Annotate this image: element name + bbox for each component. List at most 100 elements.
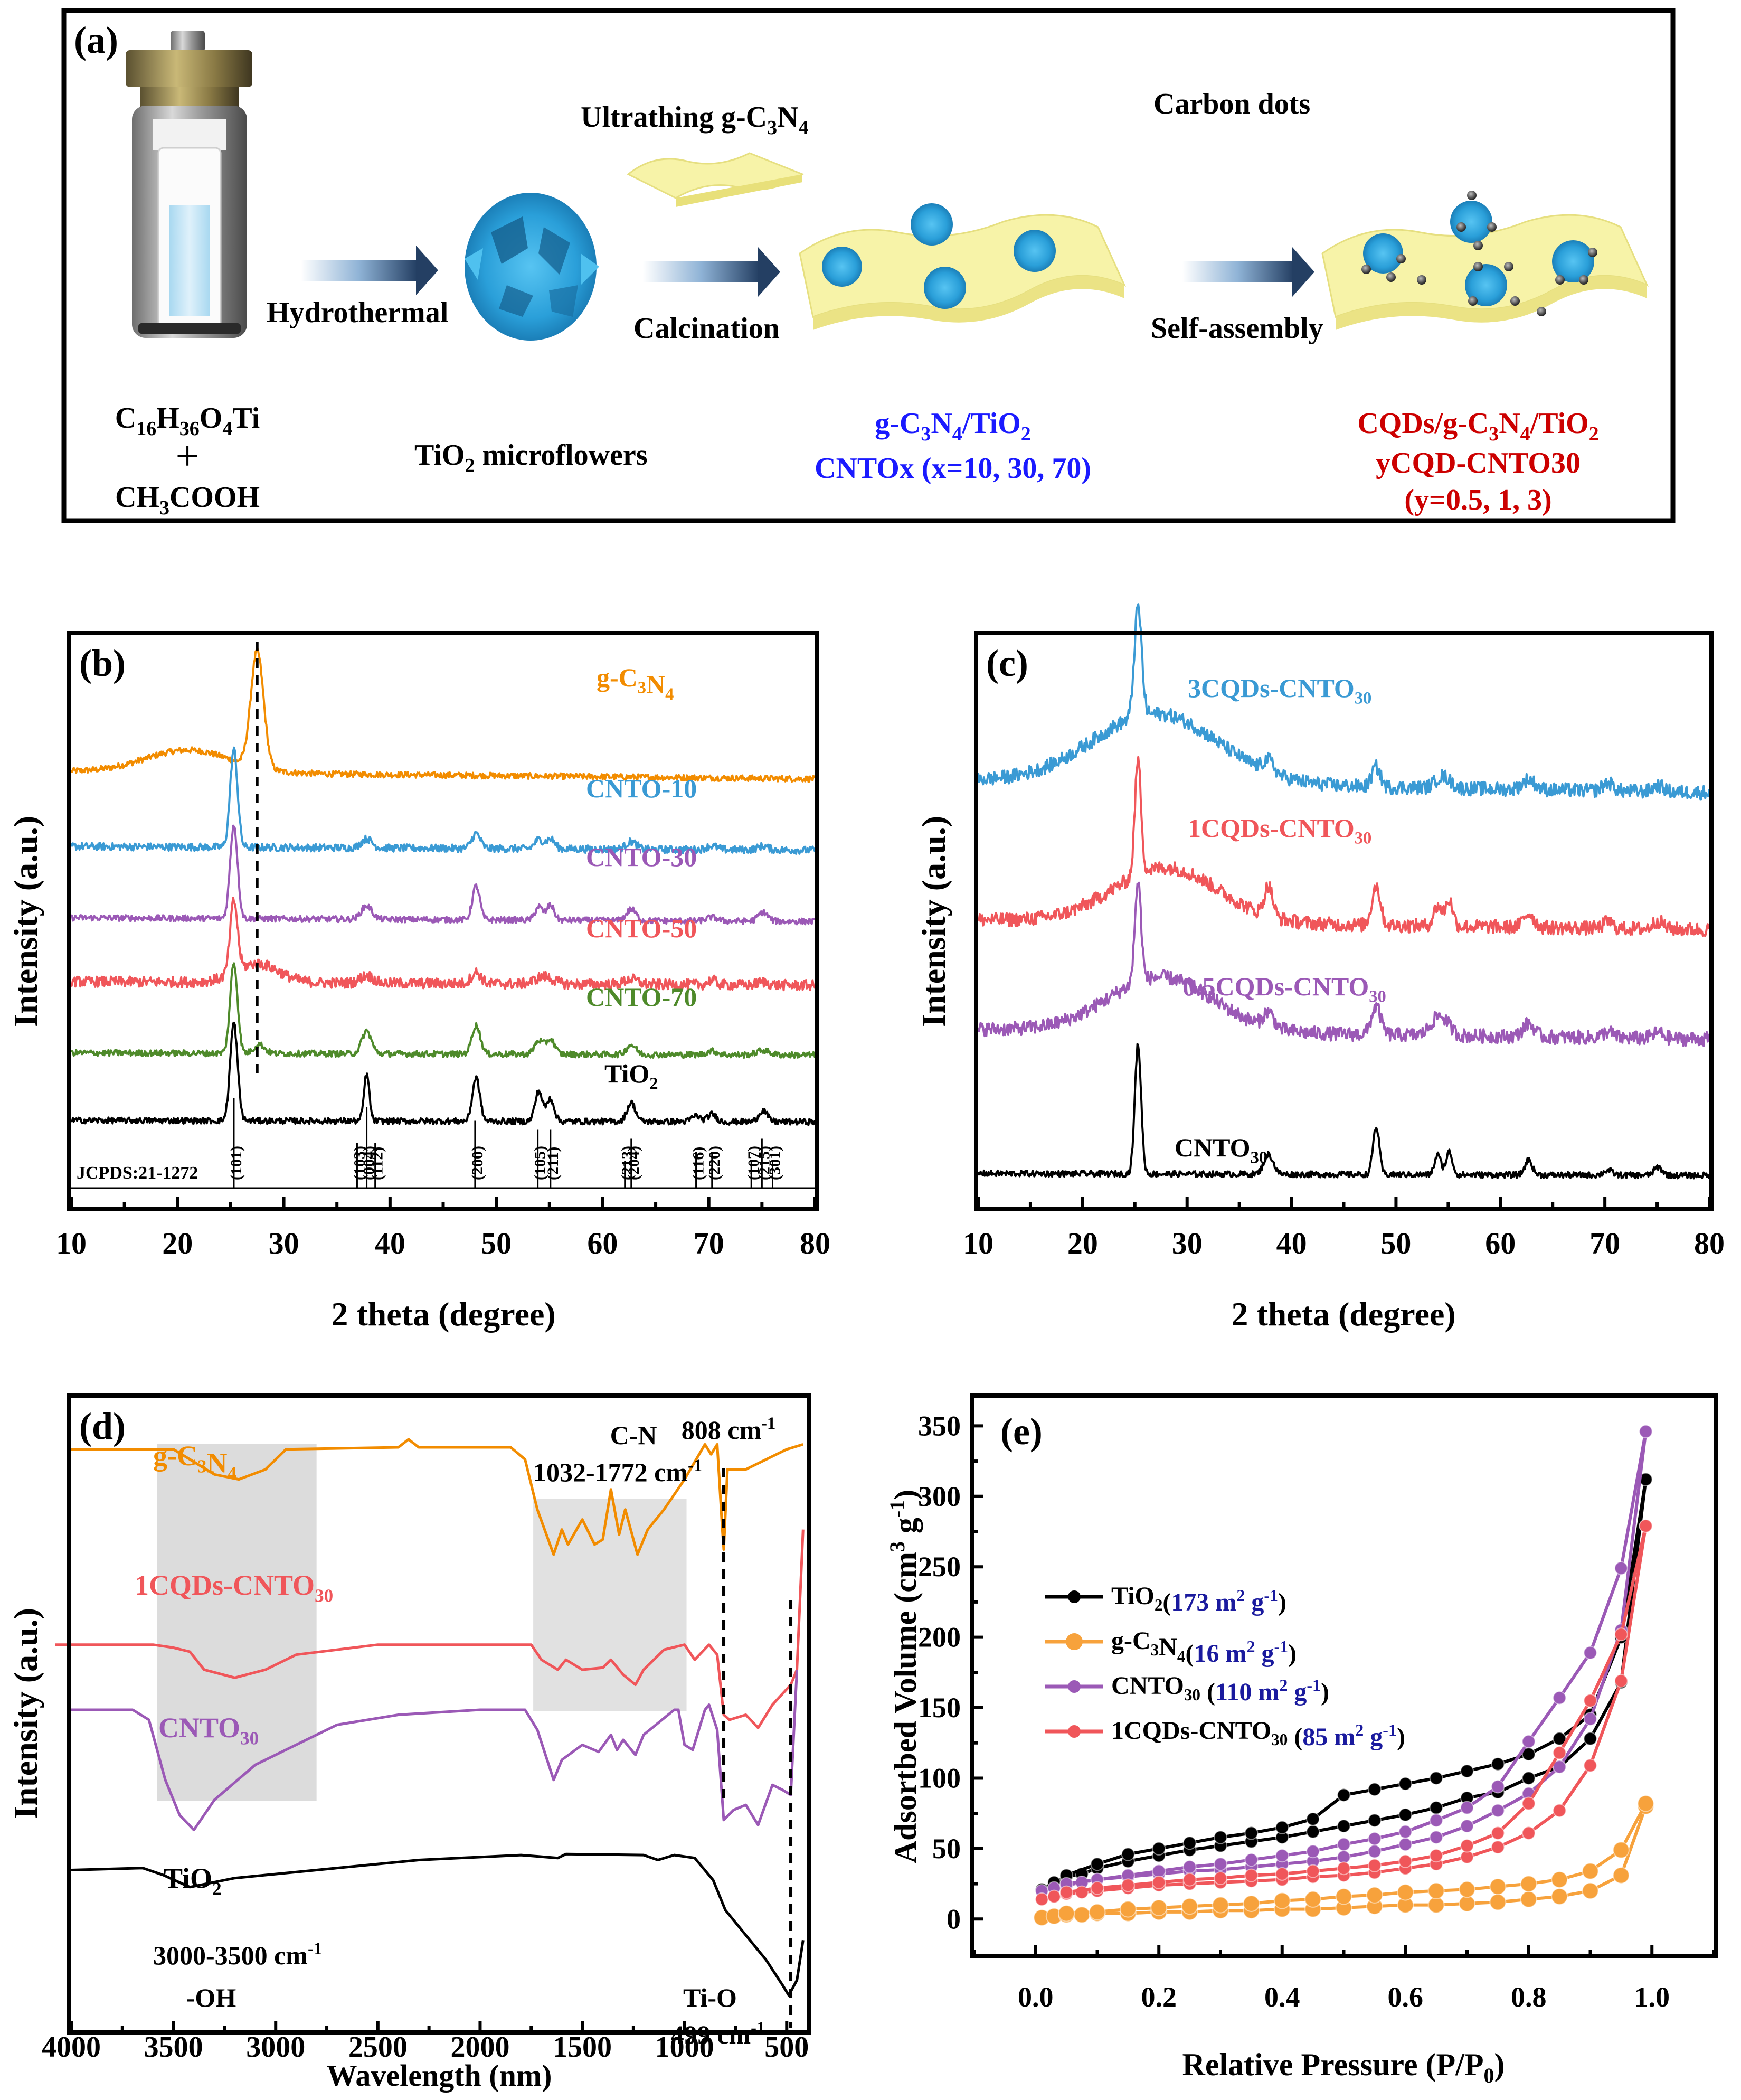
data-point-1cqds-cnto30	[1553, 1803, 1567, 1818]
panel-c-y-axis-title: Intensity (a.u.)	[915, 816, 952, 1027]
panel-b-x-ticks: 10 20 30 40 50 60 70 80	[56, 1197, 830, 1260]
x-tick-label: 70	[1589, 1226, 1620, 1260]
panel-d-x-ticks: 4000 3500 3000 2500 2000 1500 1000 500	[42, 2021, 809, 2064]
panel-e-plot-area	[1033, 1425, 1654, 1926]
data-point-cnto30	[1614, 1561, 1628, 1575]
data-point-tio2	[1337, 1819, 1351, 1833]
data-point-g-c3n4	[1612, 1867, 1630, 1884]
data-point-g-c3n4	[1551, 1888, 1568, 1905]
data-point-tio2	[1275, 1820, 1289, 1834]
panel-b-y-axis-title: Intensity (a.u.)	[7, 816, 44, 1027]
data-point-g-c3n4	[1582, 1882, 1599, 1899]
data-point-tio2	[1367, 1813, 1382, 1828]
sheet-label: Ultrathing g-C3N4	[581, 101, 809, 139]
series-label: 1CQDs-CNTO30	[1188, 813, 1371, 848]
data-point-cnto30	[1429, 1813, 1443, 1828]
data-point-tio2	[1460, 1764, 1474, 1778]
reference-hkl-label: (220)	[706, 1146, 723, 1180]
step-hydrothermal: Hydrothermal	[267, 296, 448, 329]
x-tick-label: 30	[269, 1226, 299, 1260]
data-point-tio2	[1121, 1847, 1135, 1861]
series-line-cnto30	[977, 1043, 1710, 1180]
product-cqds-formula: CQDs/g-C3N4/TiO2	[1357, 407, 1598, 445]
x-tick-label: 3000	[246, 2031, 305, 2064]
series-label: 0.5CQDs-CNTO30	[1182, 972, 1386, 1006]
data-point-1cqds-cnto30	[1121, 1878, 1135, 1892]
y-tick-label: 100	[918, 1762, 961, 1794]
data-point-cnto30	[1398, 1824, 1413, 1839]
data-point-tio2	[1367, 1782, 1382, 1796]
data-point-1cqds-cnto30	[1398, 1854, 1413, 1868]
series-label: CNTO-10	[586, 774, 697, 803]
data-point-1cqds-cnto30	[1460, 1839, 1474, 1853]
data-point-1cqds-cnto30	[1275, 1867, 1289, 1881]
data-point-g-c3n4	[1366, 1886, 1383, 1904]
data-point-g-c3n4	[1150, 1899, 1168, 1916]
data-point-cnto30	[1429, 1830, 1443, 1844]
series-line-cnto-70	[70, 962, 816, 1059]
legend-label: CNTO30 (110 m2 g-1)	[1111, 1672, 1329, 1706]
data-point-g-c3n4	[1089, 1903, 1106, 1920]
data-point-1cqds-cnto30	[1367, 1858, 1382, 1872]
panel-e-axis-ticks: 0 50 100 150 200 250 300 350 0.0 0.2 0.4 0.6 0.8 1.0	[918, 1410, 1715, 2013]
x-tick-label: 0.0	[1018, 1981, 1054, 2013]
legend-marker	[1068, 1680, 1081, 1693]
data-point-cnto30	[1182, 1860, 1197, 1874]
panel-d-shaded-regions	[157, 1444, 687, 1801]
data-point-cnto30	[1275, 1849, 1289, 1863]
data-point-1cqds-cnto30	[1182, 1872, 1197, 1887]
panel-b-xrd-chart: (101) (103)(004)(112) (200) (105)(211) (213)…	[7, 631, 830, 1333]
data-point-cnto30	[1244, 1853, 1259, 1867]
panel-e-x-axis-title: Relative Pressure (P/P0)	[1182, 2047, 1505, 2087]
data-point-tio2	[1429, 1801, 1443, 1815]
data-point-1cqds-cnto30	[1337, 1861, 1351, 1876]
y-tick-label: 50	[932, 1833, 961, 1864]
step-calcination: Calcination	[633, 312, 780, 345]
panel-a-schematic: (a) C16H36O4Ti + CH3COOH Hydrothermal	[61, 8, 1676, 523]
y-tick-label: 200	[918, 1622, 961, 1653]
reference-hkl-label: (103)	[351, 1146, 368, 1180]
panel-c-label: (c)	[986, 642, 1028, 684]
panel-c-frame	[974, 631, 1714, 1211]
x-tick-label: 0.8	[1511, 1981, 1547, 2013]
reference-hkl-label: (105)	[532, 1146, 549, 1180]
data-point-cnto30	[1583, 1712, 1597, 1726]
x-tick-label: 50	[481, 1226, 512, 1260]
panel-d-plot-area	[55, 1438, 805, 2028]
data-point-cnto30	[1521, 1735, 1536, 1749]
data-point-1cqds-cnto30	[1614, 1627, 1628, 1642]
panel-c-x-axis-title: 2 theta (degree)	[1231, 1295, 1455, 1333]
data-point-1cqds-cnto30	[1035, 1892, 1049, 1906]
series-line-tio2	[71, 1852, 805, 1997]
reference-hkl-label: (107)	[745, 1146, 762, 1180]
x-tick-label: 10	[963, 1226, 993, 1260]
data-point-1cqds-cnto30	[1583, 1693, 1597, 1708]
data-point-cnto30	[1491, 1779, 1505, 1794]
data-point-1cqds-cnto30	[1491, 1840, 1505, 1854]
series-label: TiO2	[604, 1059, 658, 1094]
x-tick-label: 40	[375, 1226, 405, 1260]
x-tick-label: 60	[1485, 1226, 1516, 1260]
carbon-dots-label: Carbon dots	[1153, 88, 1310, 120]
data-point-tio2	[1491, 1757, 1505, 1771]
series-label-1cqds-cntno30: 1CQDs-CNTO30	[135, 1569, 333, 1606]
data-point-cnto30	[1460, 1819, 1474, 1833]
data-point-1cqds-cnto30	[1429, 1849, 1443, 1863]
x-tick-label: 3500	[144, 2031, 203, 2064]
shaded-region-oh	[157, 1444, 317, 1801]
x-tick-label: 30	[1172, 1226, 1203, 1260]
product-cqds-range: (y=0.5, 1, 3)	[1404, 484, 1551, 516]
data-point-cnto30	[1367, 1844, 1382, 1859]
data-point-tio2	[1152, 1841, 1166, 1856]
x-tick-label: 20	[162, 1226, 193, 1260]
series-line-g-c3n4	[70, 647, 816, 783]
data-point-g-c3n4	[1582, 1862, 1599, 1880]
product-composite-series: CNTOx (x=10, 30, 70)	[815, 452, 1091, 485]
annotation-808: 808 cm-1	[682, 1414, 775, 1445]
x-tick-label: 10	[56, 1226, 87, 1260]
annotation-cn-range: 1032-1772 cm-1	[533, 1456, 702, 1487]
reference-hkl-label: (213)	[619, 1146, 636, 1180]
data-point-cnto30	[1583, 1645, 1597, 1660]
data-point-tio2	[1553, 1731, 1567, 1746]
data-point-cnto30	[1367, 1832, 1382, 1846]
